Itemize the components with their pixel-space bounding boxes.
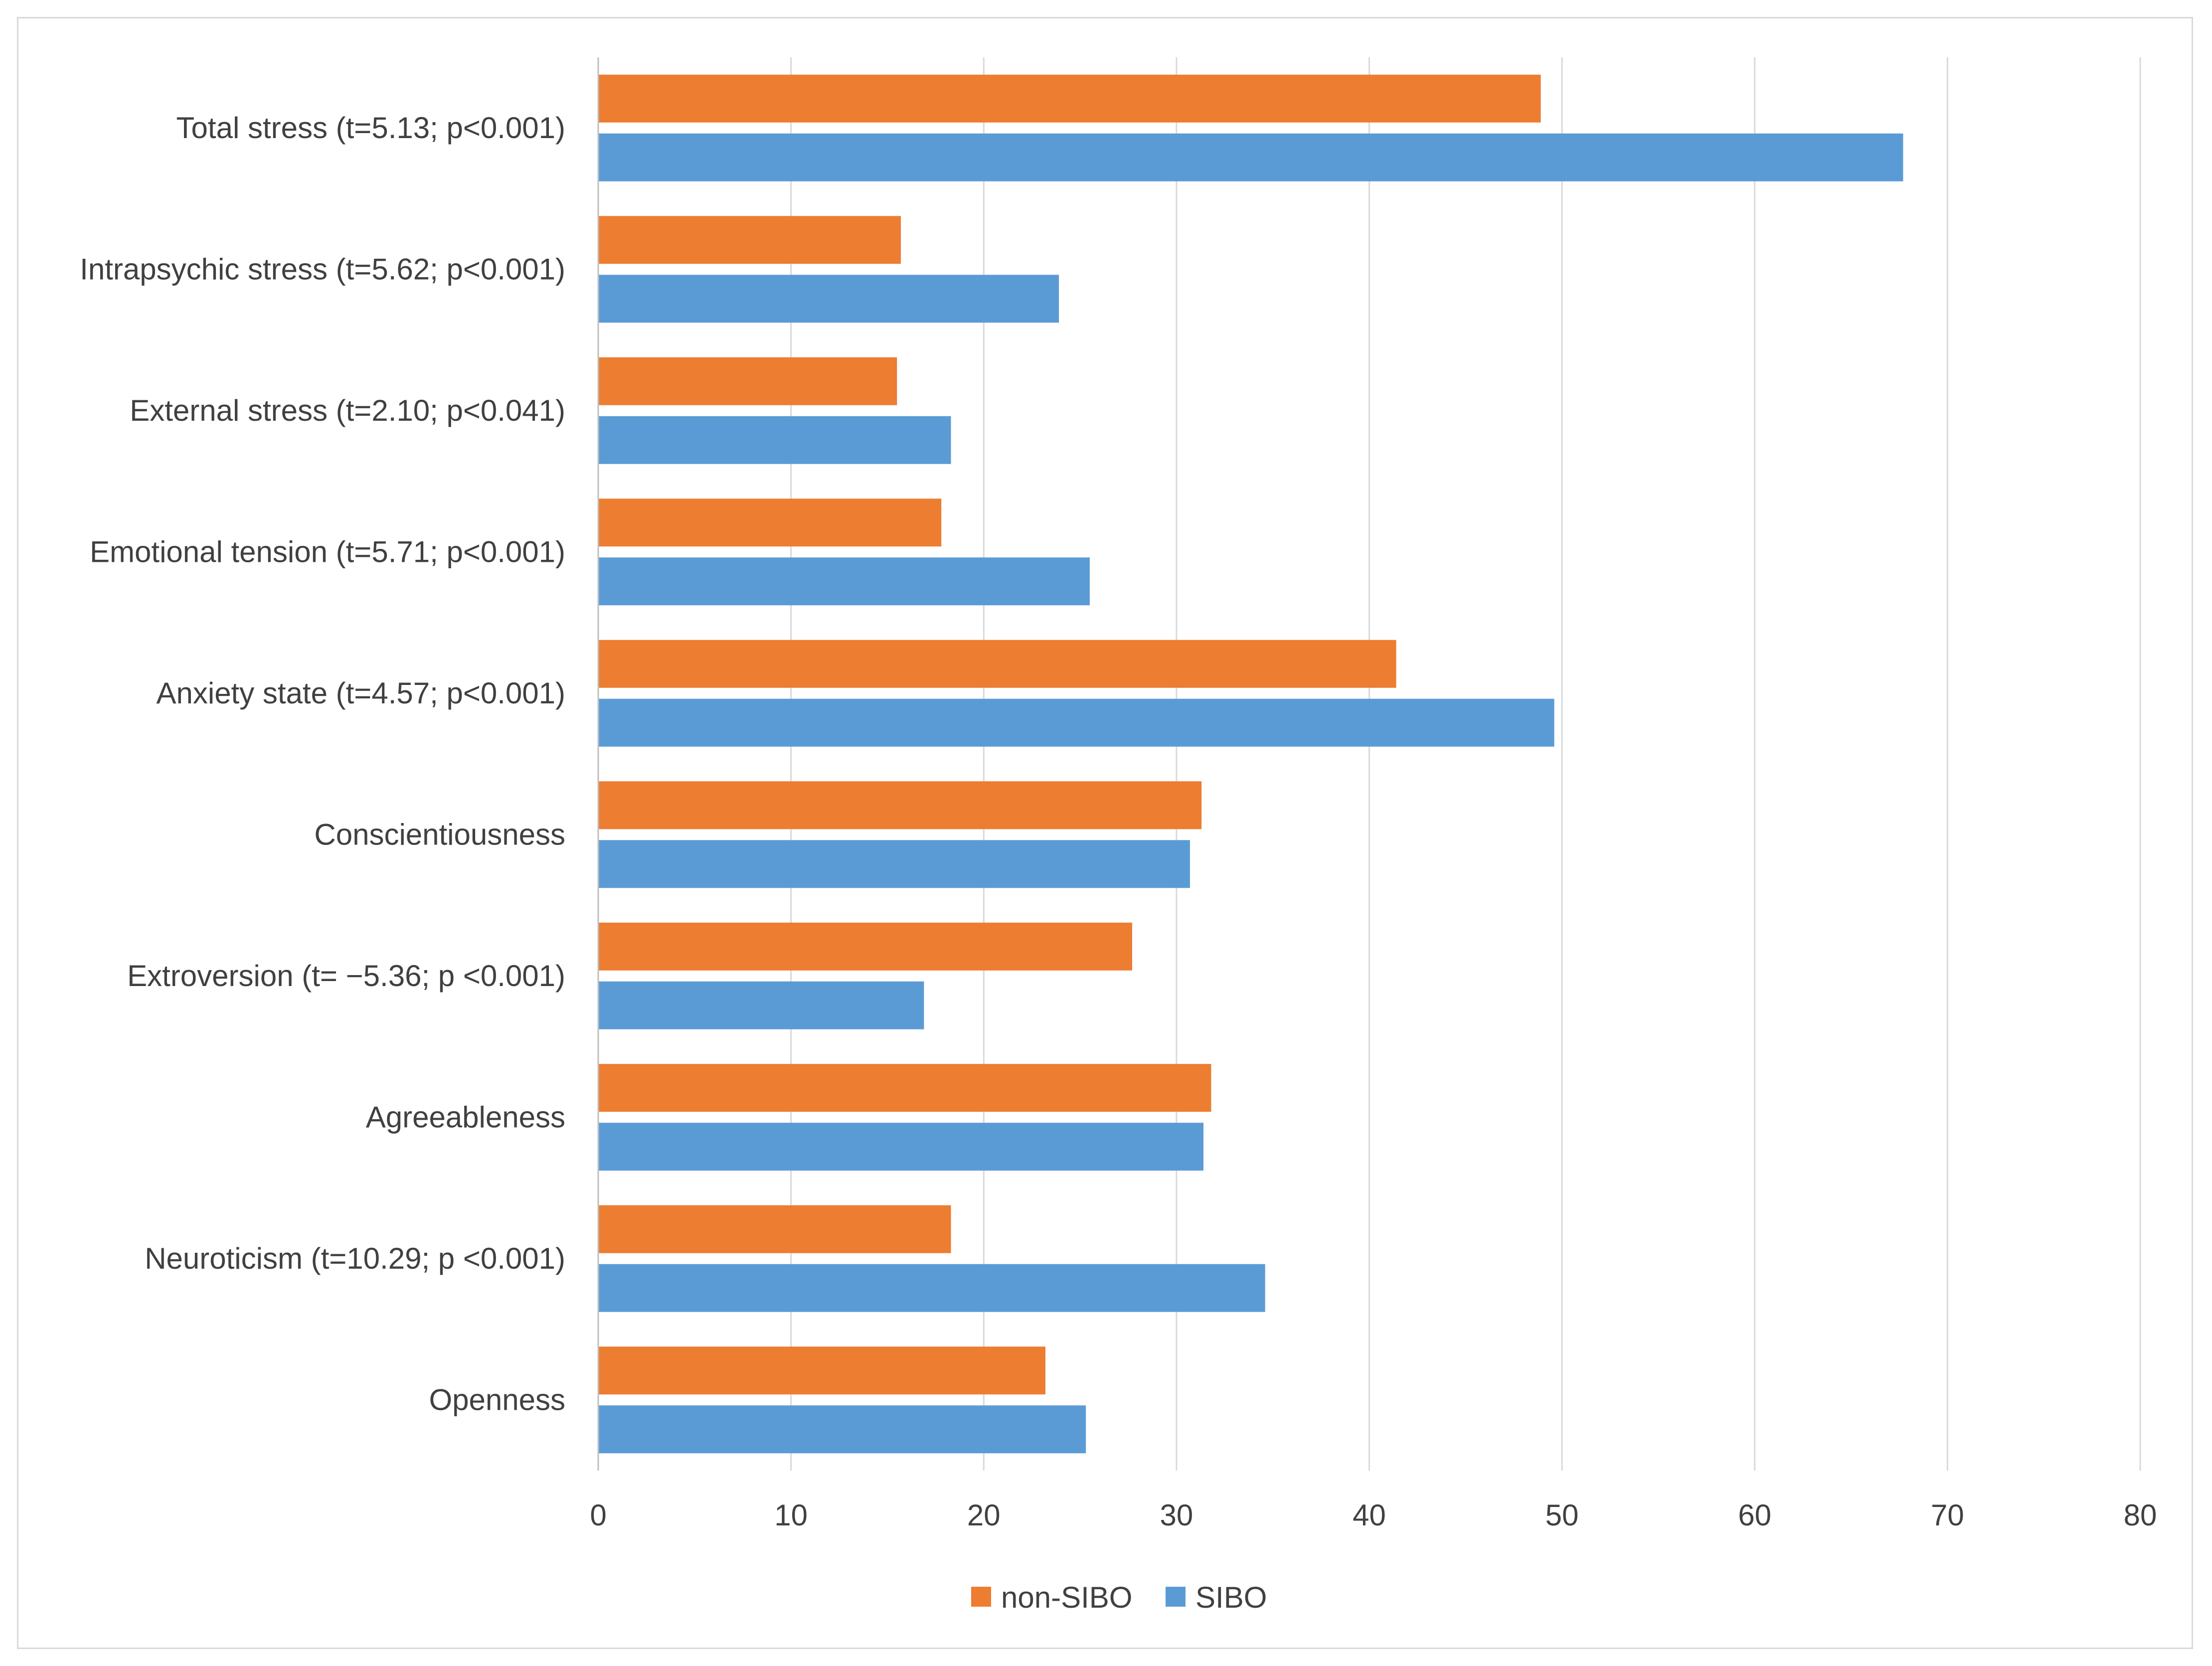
category-label-total-stress: Total stress (t=5.13; p<0.001) [176,111,565,145]
legend: non-SIBO SIBO [971,1581,1267,1614]
category-label-emotional-tension: Emotional tension (t=5.71; p<0.001) [90,535,565,568]
bar-non-sibo-agreeableness [598,1064,1211,1112]
bar-non-sibo-neuroticism [598,1205,951,1253]
bar-non-sibo-total-stress [598,74,1541,123]
legend-swatch-non-sibo [971,1587,991,1607]
bar-non-sibo-intrapsychic-stress [598,216,901,264]
bar-non-sibo-external-stress [598,357,897,405]
x-tick-label-30: 30 [1160,1499,1193,1532]
bars [598,74,1903,1454]
chart-frame [17,17,2193,1649]
bar-non-sibo-openness [598,1346,1045,1395]
gridlines [790,57,2141,1471]
bar-sibo-openness [598,1405,1086,1454]
bar-sibo-agreeableness [598,1123,1204,1171]
x-tick-label-70: 70 [1931,1499,1964,1532]
category-label-extroversion: Extroversion (t= −5.36; p <0.001) [127,959,565,993]
x-tick-labels: 0 10 20 30 40 50 60 70 80 [590,1499,2157,1532]
legend-swatch-sibo [1166,1587,1186,1607]
x-tick-label-0: 0 [590,1499,606,1532]
bar-sibo-anxiety-state [598,698,1554,747]
category-label-openness: Openness [429,1383,565,1416]
category-labels: Total stress (t=5.13; p<0.001) Intrapsych… [80,111,565,1417]
bar-sibo-external-stress [598,416,951,464]
bar-non-sibo-anxiety-state [598,640,1396,688]
legend-label-non-sibo: non-SIBO [1001,1581,1132,1614]
category-label-agreeableness: Agreeableness [366,1100,565,1134]
category-label-intrapsychic-stress: Intrapsychic stress (t=5.62; p<0.001) [80,252,565,286]
category-label-neuroticism: Neuroticism (t=10.29; p <0.001) [145,1242,565,1275]
x-tick-label-10: 10 [774,1499,808,1532]
category-label-external-stress: External stress (t=2.10; p<0.041) [130,394,565,427]
x-tick-label-80: 80 [2124,1499,2157,1532]
bar-sibo-total-stress [598,133,1903,181]
bar-sibo-intrapsychic-stress [598,275,1059,323]
x-tick-label-20: 20 [967,1499,1001,1532]
bar-non-sibo-conscientiousness [598,781,1202,830]
bar-sibo-conscientiousness [598,840,1190,888]
bar-sibo-extroversion [598,981,924,1029]
bar-non-sibo-emotional-tension [598,499,942,547]
bar-sibo-neuroticism [598,1264,1265,1312]
x-tick-label-60: 60 [1738,1499,1771,1532]
category-label-conscientiousness: Conscientiousness [314,818,565,851]
legend-label-sibo: SIBO [1195,1581,1267,1614]
bar-non-sibo-extroversion [598,922,1132,971]
bar-sibo-emotional-tension [598,557,1090,606]
x-tick-label-50: 50 [1545,1499,1579,1532]
category-label-anxiety-state: Anxiety state (t=4.57; p<0.001) [156,676,565,710]
x-tick-label-40: 40 [1353,1499,1386,1532]
